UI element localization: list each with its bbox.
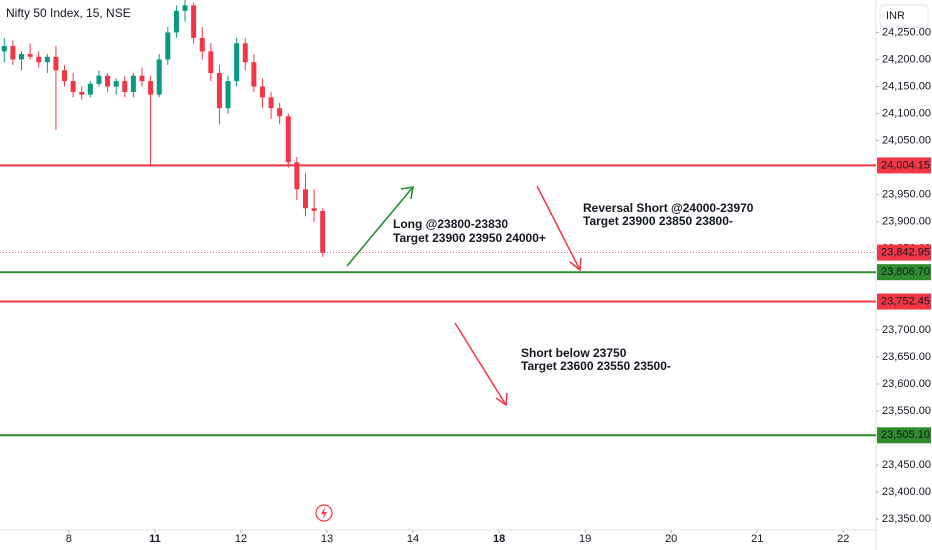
candle-body (173, 10, 179, 33)
candle-body (259, 86, 265, 98)
candle-body (148, 81, 154, 95)
annotation: Target 23600 23550 23500- (521, 359, 671, 373)
candle-body (62, 70, 68, 82)
arrow-reversal (536, 185, 582, 272)
candle-body (87, 83, 93, 95)
candle-body (225, 81, 231, 109)
y-tick-label: 23,650.00 (882, 351, 931, 363)
candle-body (242, 43, 248, 63)
candle-body (105, 75, 111, 87)
candle-body (53, 56, 59, 71)
candle-body (302, 189, 308, 209)
candle-body (182, 5, 188, 11)
candle-body (208, 51, 214, 74)
y-tick-label: 24,200.00 (882, 53, 931, 65)
event-icon[interactable] (315, 504, 333, 522)
candle-body (130, 75, 136, 92)
candle-body (19, 54, 25, 60)
candle-body (44, 56, 50, 63)
candle-body (216, 73, 222, 109)
y-tick-label: 24,150.00 (882, 80, 931, 92)
candle-body (277, 108, 283, 117)
level-label: 23,752.45 (881, 295, 930, 307)
candle-body (311, 208, 317, 211)
x-tick-label: 19 (579, 533, 591, 545)
annotation: Target 23900 23850 23800- (583, 214, 733, 228)
annotation: Long @23800-23830 (393, 217, 508, 231)
level-label: 24,004.15 (881, 159, 930, 171)
y-tick-label: 23,900.00 (882, 216, 931, 228)
arrows (346, 185, 582, 407)
candle-body (113, 81, 119, 87)
candle-body (10, 45, 16, 60)
y-tick-label: 23,600.00 (882, 378, 931, 390)
x-tick-label: 21 (751, 533, 763, 545)
candle-body (165, 32, 171, 60)
level-box (877, 264, 931, 281)
annotation: Short below 23750 (521, 346, 627, 360)
candle-body (139, 75, 145, 82)
y-tick-label: 23,450.00 (882, 459, 931, 471)
y-tick-label: 24,250.00 (882, 26, 931, 38)
y-tick-label: 24,050.00 (882, 135, 931, 147)
arrow-long (346, 186, 414, 267)
y-tick-label: 23,950.00 (882, 189, 931, 201)
candle-body (285, 116, 291, 163)
x-tick-label: 22 (837, 533, 849, 545)
x-tick-label: 18 (493, 533, 505, 545)
candle-body (268, 97, 274, 109)
candle-body (199, 37, 205, 52)
candle-body (191, 5, 197, 38)
candle-body (70, 81, 76, 92)
level-label: 23,806.70 (881, 266, 930, 278)
candle-body (96, 75, 102, 84)
currency-box[interactable] (879, 4, 929, 28)
level-box (877, 427, 931, 444)
candle-body (122, 81, 128, 92)
x-tick-label: 14 (407, 533, 419, 545)
x-tick-label: 8 (66, 533, 72, 545)
level-label: 23,505.10 (881, 429, 930, 441)
plot (1, 0, 326, 257)
candle-body (36, 56, 42, 63)
candle-body (156, 59, 162, 95)
candle-body (234, 43, 240, 82)
arrow-short (454, 322, 508, 407)
level-box (877, 157, 931, 174)
y-tick-label: 23,550.00 (882, 405, 931, 417)
chart-title: Nifty 50 Index, 15, NSE (6, 6, 131, 20)
level-box (877, 293, 931, 310)
y-tick-label: 23,400.00 (882, 486, 931, 498)
x-tick-label: 13 (321, 533, 333, 545)
last-price-box (877, 244, 931, 261)
candle-body (1, 45, 7, 52)
candle-body (79, 91, 85, 95)
candle-body (251, 62, 257, 87)
candle-body (320, 210, 326, 253)
x-tick-label: 12 (235, 533, 247, 545)
y-tick-label: 24,100.00 (882, 107, 931, 119)
y-tick-label: 23,350.00 (882, 513, 931, 525)
candle-body (294, 162, 300, 190)
annotation: Reversal Short @24000-23970 (583, 201, 754, 215)
last-price-label: 23,842.95 (881, 246, 930, 258)
currency[interactable]: INR (886, 10, 905, 22)
x-tick-label: 20 (665, 533, 677, 545)
candle-body (27, 54, 33, 57)
y-tick-label: 23,700.00 (882, 324, 931, 336)
x-tick-label: 11 (149, 533, 161, 545)
annotation: Target 23900 23950 24000+ (393, 231, 546, 245)
